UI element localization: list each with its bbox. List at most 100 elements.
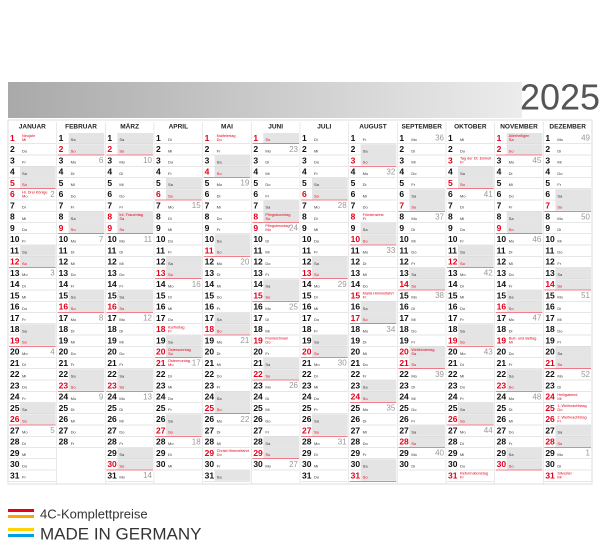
weekday: Mo [460, 430, 466, 435]
weekday: Di [265, 317, 269, 322]
weekend-shade [263, 369, 299, 380]
weekday: Mo [314, 283, 320, 288]
weekday: Mo [265, 385, 271, 390]
day-number: 18 [351, 324, 361, 334]
weekend-shade [117, 301, 153, 312]
weekend-shade [409, 436, 445, 447]
day-number: 17 [107, 313, 117, 323]
weekday: Fr [460, 396, 464, 401]
weekday: So [22, 182, 28, 187]
weekday: So [265, 216, 271, 221]
day-number: 14 [399, 279, 409, 289]
day-number: 23 [399, 380, 409, 390]
week-number: 25 [289, 302, 298, 311]
weekday: Mi [71, 340, 75, 345]
weekday: Mi [411, 396, 415, 401]
weekday: Fr [168, 328, 172, 333]
weekend-shade [458, 414, 494, 425]
weekday: So [363, 317, 369, 322]
weekday: Mi [363, 430, 367, 435]
weekday: Mo [509, 317, 515, 322]
day-number: 6 [253, 189, 258, 199]
day-number: 25 [253, 403, 263, 413]
weekday: Mo [119, 396, 125, 401]
day-number: 21 [351, 358, 361, 368]
day-number: 3 [399, 155, 404, 165]
weekday: So [411, 362, 417, 367]
weekday: Mi [22, 373, 26, 378]
day-number: 29 [545, 448, 555, 458]
day-number: 8 [302, 212, 307, 222]
week-number: 42 [484, 269, 493, 278]
weekday: Mi [314, 385, 318, 390]
weekday: Di [363, 182, 367, 187]
holiday: Friedensfest [363, 213, 385, 217]
weekend-shade [117, 448, 153, 459]
day-number: 8 [545, 212, 550, 222]
weekend-shade [360, 470, 397, 481]
month-name: SEPTEMBER [401, 124, 442, 131]
day-number: 21 [399, 358, 409, 368]
day-number: 4 [351, 167, 356, 177]
day-number: 15 [399, 290, 409, 300]
weekday: Mi [22, 295, 26, 300]
weekday: Sa [314, 182, 320, 187]
weekday: Mo [71, 238, 77, 243]
day-number: 2 [399, 144, 404, 154]
week-number: 38 [435, 291, 444, 300]
weekday: Sa [363, 148, 369, 153]
weekday: Do [71, 430, 77, 435]
weekend-shade [458, 178, 494, 189]
day-number: 4 [59, 167, 64, 177]
day-number: 29 [253, 448, 263, 458]
weekday: Mo [509, 396, 515, 401]
week-number: 50 [581, 212, 590, 221]
weekday: Fr [265, 351, 269, 356]
weekday: Mo [411, 137, 417, 142]
weekend-shade [214, 470, 251, 481]
weekday: Do [460, 148, 466, 153]
weekday: So [119, 385, 125, 390]
day-number: 13 [351, 268, 361, 278]
weekday: Do [265, 182, 271, 187]
weekday: Sa [557, 272, 563, 277]
weekend-shade [360, 155, 397, 166]
weekday: Mi [411, 317, 415, 322]
weekday: So [265, 295, 271, 300]
weekday: So [411, 205, 417, 210]
day-number: 23 [351, 380, 361, 390]
day-number: 24 [156, 392, 166, 402]
weekday: Di [168, 216, 172, 221]
header-bar [8, 82, 522, 118]
week-number: 5 [50, 426, 55, 435]
day-number: 13 [302, 268, 312, 278]
day-number: 8 [253, 212, 258, 222]
weekday: Fr [119, 362, 123, 367]
day-number: 5 [351, 178, 356, 188]
weekday: Sa [363, 463, 369, 468]
week-number: 40 [435, 449, 444, 458]
weekday: Sa [168, 340, 174, 345]
week-number: 21 [240, 336, 249, 345]
weekday: Di [217, 193, 221, 198]
weekday: Sa [265, 283, 271, 288]
day-number: 5 [10, 178, 15, 188]
day-number: 21 [205, 358, 215, 368]
weekday: Mi [168, 306, 172, 311]
weekday: Mi [217, 205, 221, 210]
day-number: 5 [205, 178, 210, 188]
day-number: 3 [59, 155, 64, 165]
day-number: 14 [497, 279, 507, 289]
weekday: Do [168, 317, 174, 322]
weekend-shade [312, 268, 348, 279]
weekday: Fr [265, 272, 269, 277]
weekday: Di [265, 238, 269, 243]
day-number: 27 [107, 425, 117, 435]
weekday: Mi [509, 340, 513, 345]
weekday: Mi [265, 171, 269, 176]
weekday: Di [411, 385, 415, 390]
weekday: Di [314, 216, 318, 221]
day-number: 29 [107, 448, 117, 458]
day-number: 22 [156, 369, 166, 379]
day-number: 29 [156, 448, 166, 458]
